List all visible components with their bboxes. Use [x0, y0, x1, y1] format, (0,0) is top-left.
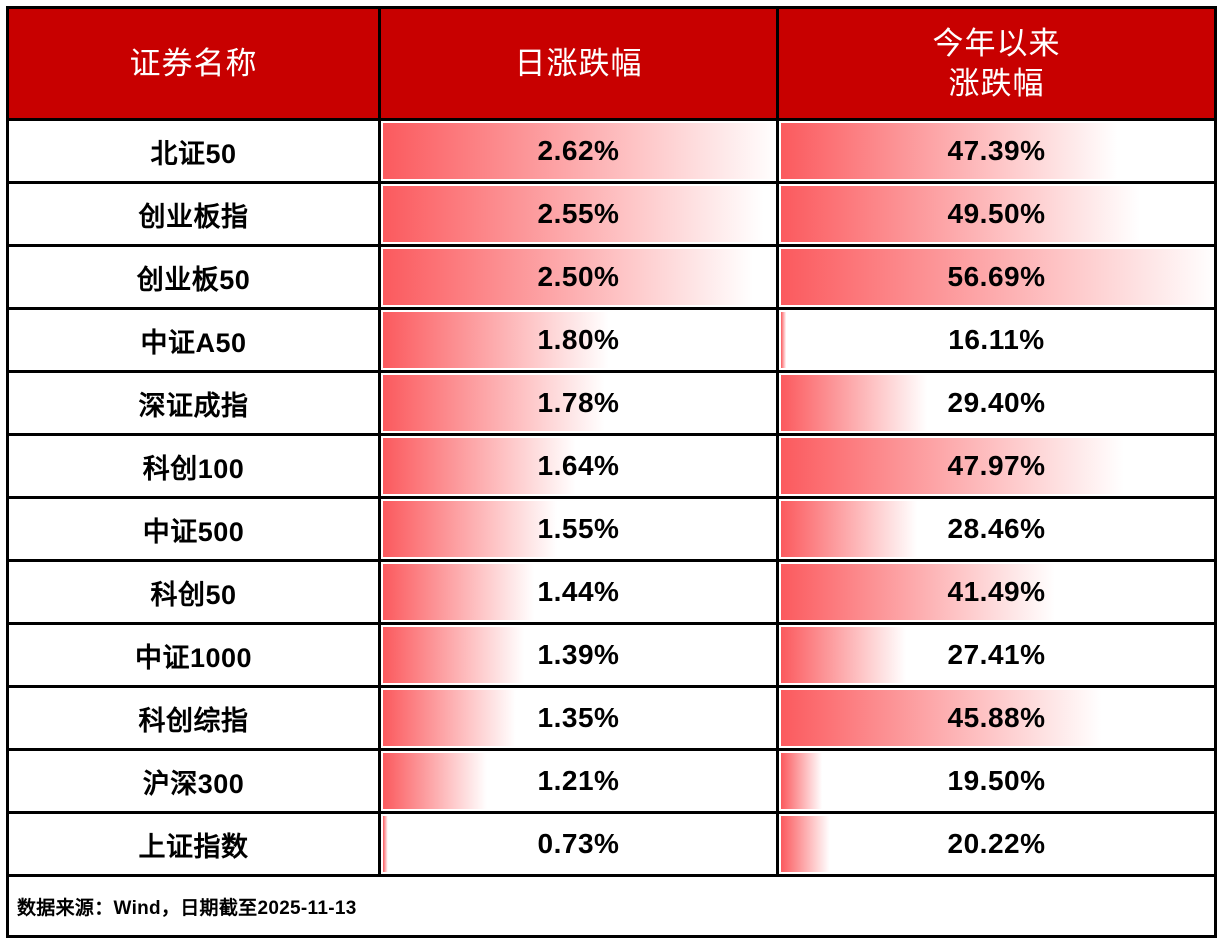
table-row: 科创100 1.64% 47.97% — [6, 433, 1217, 499]
table-row: 北证50 2.62% 47.39% — [6, 118, 1217, 184]
ytd-change-cell: 47.97% — [776, 433, 1217, 499]
daily-change-cell-value: 1.35% — [537, 702, 620, 733]
ytd-change-cell: 45.88% — [776, 685, 1217, 751]
daily-change-cell: 0.73% — [378, 811, 779, 877]
column-header-ytd-change: 今年以来 涨跌幅 — [776, 6, 1217, 121]
data-source-note: 数据来源：Wind，日期截至2025-11-13 — [6, 874, 1217, 938]
ytd-change-cell: 49.50% — [776, 181, 1217, 247]
daily-change-cell-value: 0.73% — [537, 828, 620, 859]
daily-change-cell: 1.80% — [378, 307, 779, 373]
daily-change-cell: 1.39% — [378, 622, 779, 688]
table-header: 证券名称 日涨跌幅 今年以来 涨跌幅 — [6, 6, 1217, 121]
daily-change-cell: 1.55% — [378, 496, 779, 562]
ytd-change-cell-value: 29.40% — [947, 387, 1046, 418]
security-name-cell: 科创综指 — [6, 685, 381, 751]
daily-change-cell: 2.62% — [378, 118, 779, 184]
daily-change-cell: 1.78% — [378, 370, 779, 436]
daily-change-cell-value: 2.50% — [537, 261, 620, 292]
daily-change-cell: 2.50% — [378, 244, 779, 310]
security-name-cell: 深证成指 — [6, 370, 381, 436]
table-footer-row: 数据来源：Wind，日期截至2025-11-13 — [6, 874, 1217, 938]
ytd-change-cell-value: 28.46% — [947, 513, 1046, 544]
ytd-change-cell-value: 19.50% — [947, 765, 1046, 796]
security-name-cell: 中证500 — [6, 496, 381, 562]
ytd-change-cell-value: 27.41% — [947, 639, 1046, 670]
ytd-change-cell-value: 56.69% — [947, 261, 1046, 292]
security-name-cell: 创业板指 — [6, 181, 381, 247]
column-header-daily-change: 日涨跌幅 — [378, 6, 779, 121]
ytd-change-cell-value: 41.49% — [947, 576, 1046, 607]
daily-change-cell-value: 1.55% — [537, 513, 620, 544]
daily-change-cell-value: 1.64% — [537, 450, 620, 481]
daily-change-cell: 1.21% — [378, 748, 779, 814]
ytd-change-cell: 19.50% — [776, 748, 1217, 814]
daily-change-cell-value: 1.78% — [537, 387, 620, 418]
ytd-change-cell: 56.69% — [776, 244, 1217, 310]
security-name-cell: 科创50 — [6, 559, 381, 625]
column-header-security-name: 证券名称 — [6, 6, 381, 121]
table-row: 深证成指 1.78% 29.40% — [6, 370, 1217, 436]
table-row: 中证A50 1.80% 16.11% — [6, 307, 1217, 373]
ytd-change-cell: 20.22% — [776, 811, 1217, 877]
daily-change-cell-value: 1.39% — [537, 639, 620, 670]
column-header-ytd-change-line-2: 涨跌幅 — [948, 65, 1045, 101]
daily-change-cell: 1.64% — [378, 433, 779, 499]
security-name-cell: 中证A50 — [6, 307, 381, 373]
table-body: 北证50 2.62% 47.39% 创业板指 2.55% 49.50% 创业板50 2.50%… — [6, 118, 1217, 877]
ytd-change-cell-value: 20.22% — [947, 828, 1046, 859]
daily-change-cell-value: 1.44% — [537, 576, 620, 607]
ytd-change-cell: 29.40% — [776, 370, 1217, 436]
table-row: 创业板指 2.55% 49.50% — [6, 181, 1217, 247]
daily-change-cell: 2.55% — [378, 181, 779, 247]
index-performance-table: 证券名称 日涨跌幅 今年以来 涨跌幅 北证50 2.62% 47.39% 创业板指 2.… — [6, 6, 1217, 938]
security-name-cell: 北证50 — [6, 118, 381, 184]
ytd-change-cell-value: 47.39% — [947, 135, 1046, 166]
performance-table-page: 证券名称 日涨跌幅 今年以来 涨跌幅 北证50 2.62% 47.39% 创业板指 2.… — [6, 6, 1217, 938]
table-row: 中证500 1.55% 28.46% — [6, 496, 1217, 562]
daily-change-cell: 1.35% — [378, 685, 779, 751]
ytd-change-cell: 16.11% — [776, 307, 1217, 373]
column-header-daily-change-line-1: 日涨跌幅 — [514, 45, 643, 81]
security-name-cell: 创业板50 — [6, 244, 381, 310]
table-row: 沪深300 1.21% 19.50% — [6, 748, 1217, 814]
daily-change-cell-value: 2.55% — [537, 198, 620, 229]
table-row: 中证1000 1.39% 27.41% — [6, 622, 1217, 688]
security-name-cell: 科创100 — [6, 433, 381, 499]
ytd-change-cell-value: 49.50% — [947, 198, 1046, 229]
ytd-change-cell-value: 47.97% — [947, 450, 1046, 481]
security-name-cell: 上证指数 — [6, 811, 381, 877]
column-header-ytd-change-line-1: 今年以来 — [932, 25, 1061, 61]
ytd-change-cell: 41.49% — [776, 559, 1217, 625]
ytd-change-cell-value: 16.11% — [948, 324, 1045, 355]
ytd-change-cell: 47.39% — [776, 118, 1217, 184]
daily-change-cell-value: 1.21% — [537, 765, 620, 796]
table-footer: 数据来源：Wind，日期截至2025-11-13 — [6, 874, 1217, 938]
ytd-change-cell: 28.46% — [776, 496, 1217, 562]
table-row: 科创综指 1.35% 45.88% — [6, 685, 1217, 751]
table-row: 创业板50 2.50% 56.69% — [6, 244, 1217, 310]
ytd-change-cell: 27.41% — [776, 622, 1217, 688]
daily-change-cell-value: 2.62% — [537, 135, 620, 166]
security-name-cell: 沪深300 — [6, 748, 381, 814]
security-name-cell: 中证1000 — [6, 622, 381, 688]
table-row: 上证指数 0.73% 20.22% — [6, 811, 1217, 877]
ytd-change-cell-value: 45.88% — [947, 702, 1046, 733]
daily-change-cell: 1.44% — [378, 559, 779, 625]
column-header-security-name-line-1: 证券名称 — [129, 45, 258, 81]
table-header-row: 证券名称 日涨跌幅 今年以来 涨跌幅 — [6, 6, 1217, 121]
table-row: 科创50 1.44% 41.49% — [6, 559, 1217, 625]
daily-change-cell-value: 1.80% — [537, 324, 620, 355]
